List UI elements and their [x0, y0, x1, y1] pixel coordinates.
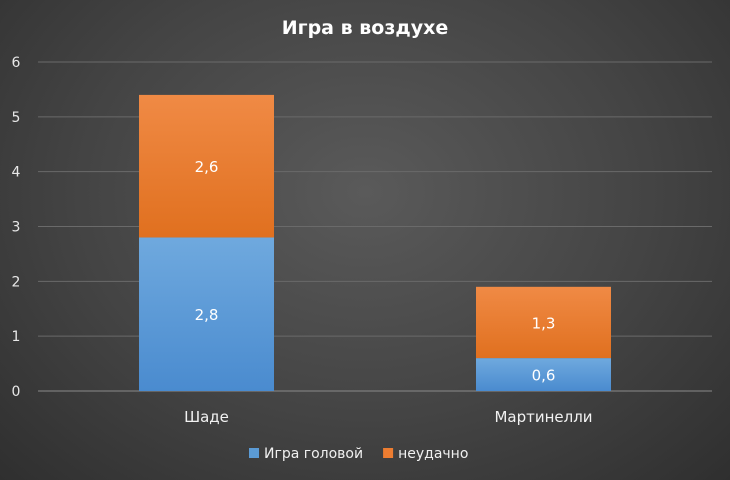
category-label: Шаде: [184, 408, 229, 426]
bar-segment-neudachno: [139, 94, 274, 238]
data-label: 1,3: [532, 314, 556, 332]
legend-label: неудачно: [398, 446, 468, 462]
y-tick-label: 6: [12, 55, 21, 71]
y-tick-label: 3: [12, 220, 21, 236]
bar-segment-igra-golovoy: [476, 358, 611, 391]
y-tick-label: 2: [12, 274, 21, 290]
category-label: Мартинелли: [494, 408, 592, 426]
legend-swatch: [249, 448, 259, 458]
data-label: 0,6: [532, 367, 556, 385]
bars: [139, 94, 611, 391]
y-tick-label: 5: [12, 110, 21, 126]
data-label: 2,6: [195, 158, 219, 176]
x-axis-categories: Шаде Мартинелли: [184, 408, 592, 426]
y-tick-label: 4: [12, 165, 21, 181]
legend-swatch: [383, 448, 394, 458]
chart-title: Игра в воздухе: [282, 17, 449, 39]
y-axis-ticks: 0 1 2 3 4 5 6: [12, 55, 21, 400]
data-label: 2,8: [195, 306, 219, 324]
data-labels: 2,8 2,6 0,6 1,3: [195, 158, 556, 384]
bar-segment-igra-golovoy: [139, 237, 274, 391]
legend: Игра головой неудачно: [249, 446, 468, 462]
y-tick-label: 0: [12, 384, 21, 400]
y-tick-label: 1: [12, 329, 21, 345]
bar-segment-neudachno: [476, 286, 611, 359]
legend-label: Игра головой: [264, 446, 363, 462]
